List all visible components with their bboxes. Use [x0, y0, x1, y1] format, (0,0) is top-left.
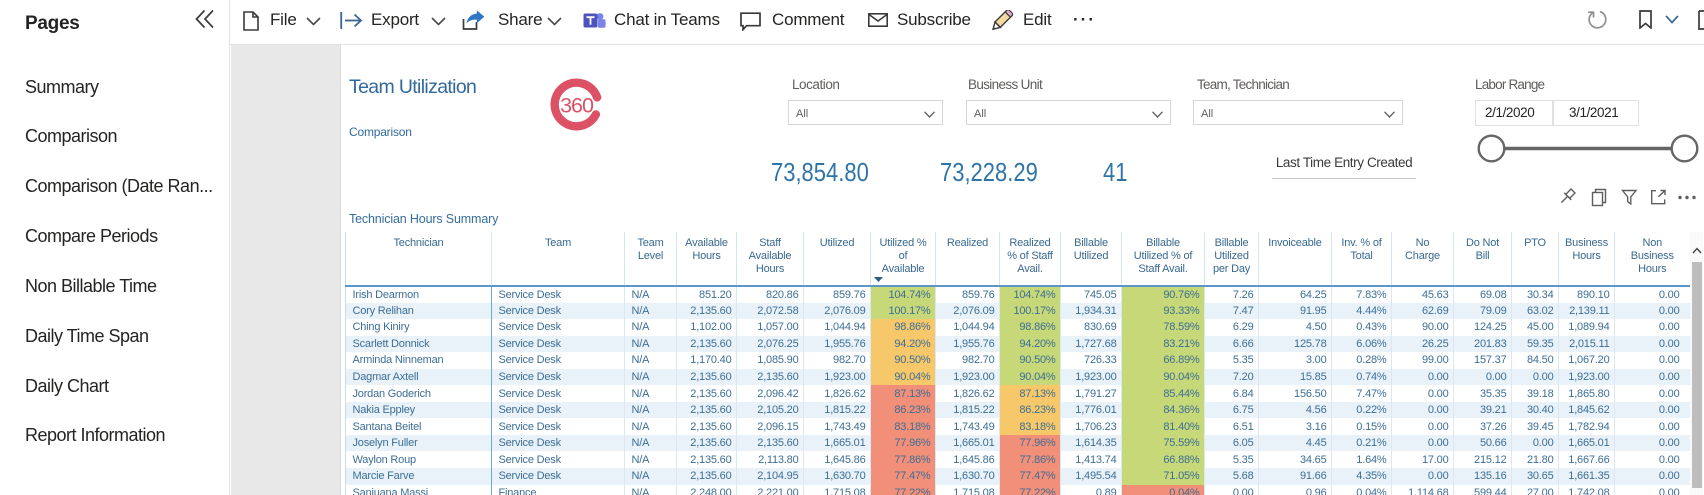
svg-text:360: 360: [560, 94, 594, 118]
